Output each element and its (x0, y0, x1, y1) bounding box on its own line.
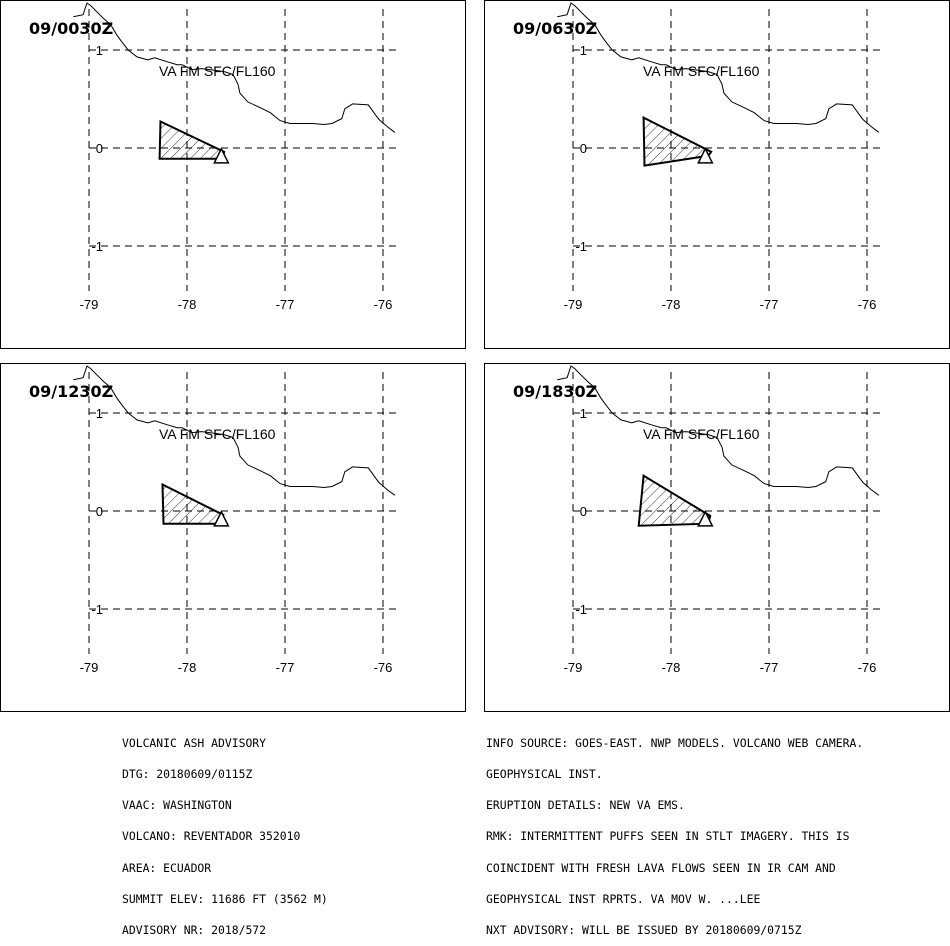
panel-time: 09/1830Z (513, 382, 598, 401)
volcano-triangle-icon (697, 510, 714, 527)
map-canvas: -79 -78 -77 -76 1 0 -1 VA FM SFC/FL160 (73, 2, 399, 312)
lon-tick-label: -76 (858, 297, 877, 312)
lon-tick-label: -78 (178, 297, 197, 312)
volcano-triangle-icon (213, 147, 230, 164)
lat-tick-label: 1 (96, 43, 103, 58)
forecast-panel-0630z: -79 -78 -77 -76 1 0 -1 VA FM SFC/FL160 09/0630Z (484, 0, 950, 349)
lon-tick-label: -78 (662, 660, 681, 675)
ash-cloud-polygon (158, 119, 226, 160)
ash-cloud-polygon (161, 482, 225, 525)
advisory-line: VAAC: WASHINGTON (122, 798, 232, 813)
advisory-line: ERUPTION DETAILS: NEW VA EMS. (486, 798, 685, 813)
lon-tick-label: -77 (760, 660, 779, 675)
advisory-info-block: INFO SOURCE: GOES-EAST. NWP MODELS. VOLC… (486, 717, 863, 946)
forecast-panel-1830z: -79 -78 -77 -76 1 0 -1 VA FM SFC/FL160 09/1830Z (484, 363, 950, 712)
lat-tick-label: -1 (91, 239, 103, 254)
panel-time: 09/1230Z (29, 382, 114, 401)
lat-tick-label: 0 (96, 141, 103, 156)
advisory-line: ADVISORY NR: 2018/572 (122, 923, 267, 938)
lat-tick-label: 0 (96, 504, 103, 519)
advisory-header-block: VOLCANIC ASH ADVISORY DTG: 20180609/0115… (122, 717, 328, 946)
lon-tick-label: -79 (80, 660, 99, 675)
volcano-triangle-icon (697, 147, 714, 164)
lat-tick-label: 1 (96, 406, 103, 421)
ash-level-label: VA FM SFC/FL160 (159, 426, 276, 442)
lon-tick-label: -76 (374, 297, 393, 312)
panel-time: 09/0030Z (29, 19, 114, 38)
coastline (557, 2, 880, 133)
advisory-line: COINCIDENT WITH FRESH LAVA FLOWS SEEN IN… (486, 860, 836, 875)
ash-cloud-polygon (637, 474, 712, 527)
lat-tick-label: 1 (580, 406, 587, 421)
advisory-line: INFO SOURCE: GOES-EAST. NWP MODELS. VOLC… (486, 735, 864, 750)
ash-level-label: VA FM SFC/FL160 (643, 426, 760, 442)
lon-tick-label: -79 (80, 297, 99, 312)
advisory-line: VOLCANIC ASH ADVISORY (122, 735, 267, 750)
lat-tick-label: -1 (575, 239, 587, 254)
ash-level-label: VA FM SFC/FL160 (159, 63, 276, 79)
lon-tick-label: -78 (178, 660, 197, 675)
forecast-panel-0030z: -79 -78 -77 -76 1 0 -1 VA FM SFC/FL160 09/0030Z (0, 0, 466, 349)
map-canvas: -79 -78 -77 -76 1 0 -1 VA FM SFC/FL160 (73, 365, 399, 675)
advisory-line: RMK: INTERMITTENT PUFFS SEEN IN STLT IMA… (486, 829, 850, 844)
lon-tick-label: -77 (276, 297, 295, 312)
map-canvas: -79 -78 -77 -76 1 0 -1 VA FM SFC/FL160 (557, 2, 883, 312)
map-canvas: -79 -78 -77 -76 1 0 -1 VA FM SFC/FL160 (557, 365, 883, 675)
lon-tick-label: -77 (760, 297, 779, 312)
coastline (557, 365, 880, 496)
advisory-line: DTG: 20180609/0115Z (122, 767, 253, 782)
lat-tick-label: -1 (575, 602, 587, 617)
coastline (73, 365, 396, 496)
lon-tick-label: -76 (374, 660, 393, 675)
lat-tick-label: -1 (91, 602, 103, 617)
lon-tick-label: -77 (276, 660, 295, 675)
advisory-line: SUMMIT ELEV: 11686 FT (3562 M) (122, 891, 328, 906)
advisory-line: GEOPHYSICAL INST RPRTS. VA MOV W. ...LEE (486, 891, 761, 906)
lat-tick-label: 0 (580, 141, 587, 156)
advisory-line: GEOPHYSICAL INST. (486, 767, 603, 782)
volcano-triangle-icon (213, 510, 230, 527)
advisory-line: VOLCANO: REVENTADOR 352010 (122, 829, 301, 844)
panel-time: 09/0630Z (513, 19, 598, 38)
lon-tick-label: -76 (858, 660, 877, 675)
advisory-line: NXT ADVISORY: WILL BE ISSUED BY 20180609… (486, 923, 802, 938)
coastline (73, 2, 396, 133)
lon-tick-label: -78 (662, 297, 681, 312)
ash-level-label: VA FM SFC/FL160 (643, 63, 760, 79)
advisory-line: AREA: ECUADOR (122, 860, 212, 875)
lat-tick-label: 0 (580, 504, 587, 519)
lon-tick-label: -79 (564, 660, 583, 675)
lat-tick-label: 1 (580, 43, 587, 58)
lon-tick-label: -79 (564, 297, 583, 312)
forecast-panel-1230z: -79 -78 -77 -76 1 0 -1 VA FM SFC/FL160 09/1230Z (0, 363, 466, 712)
